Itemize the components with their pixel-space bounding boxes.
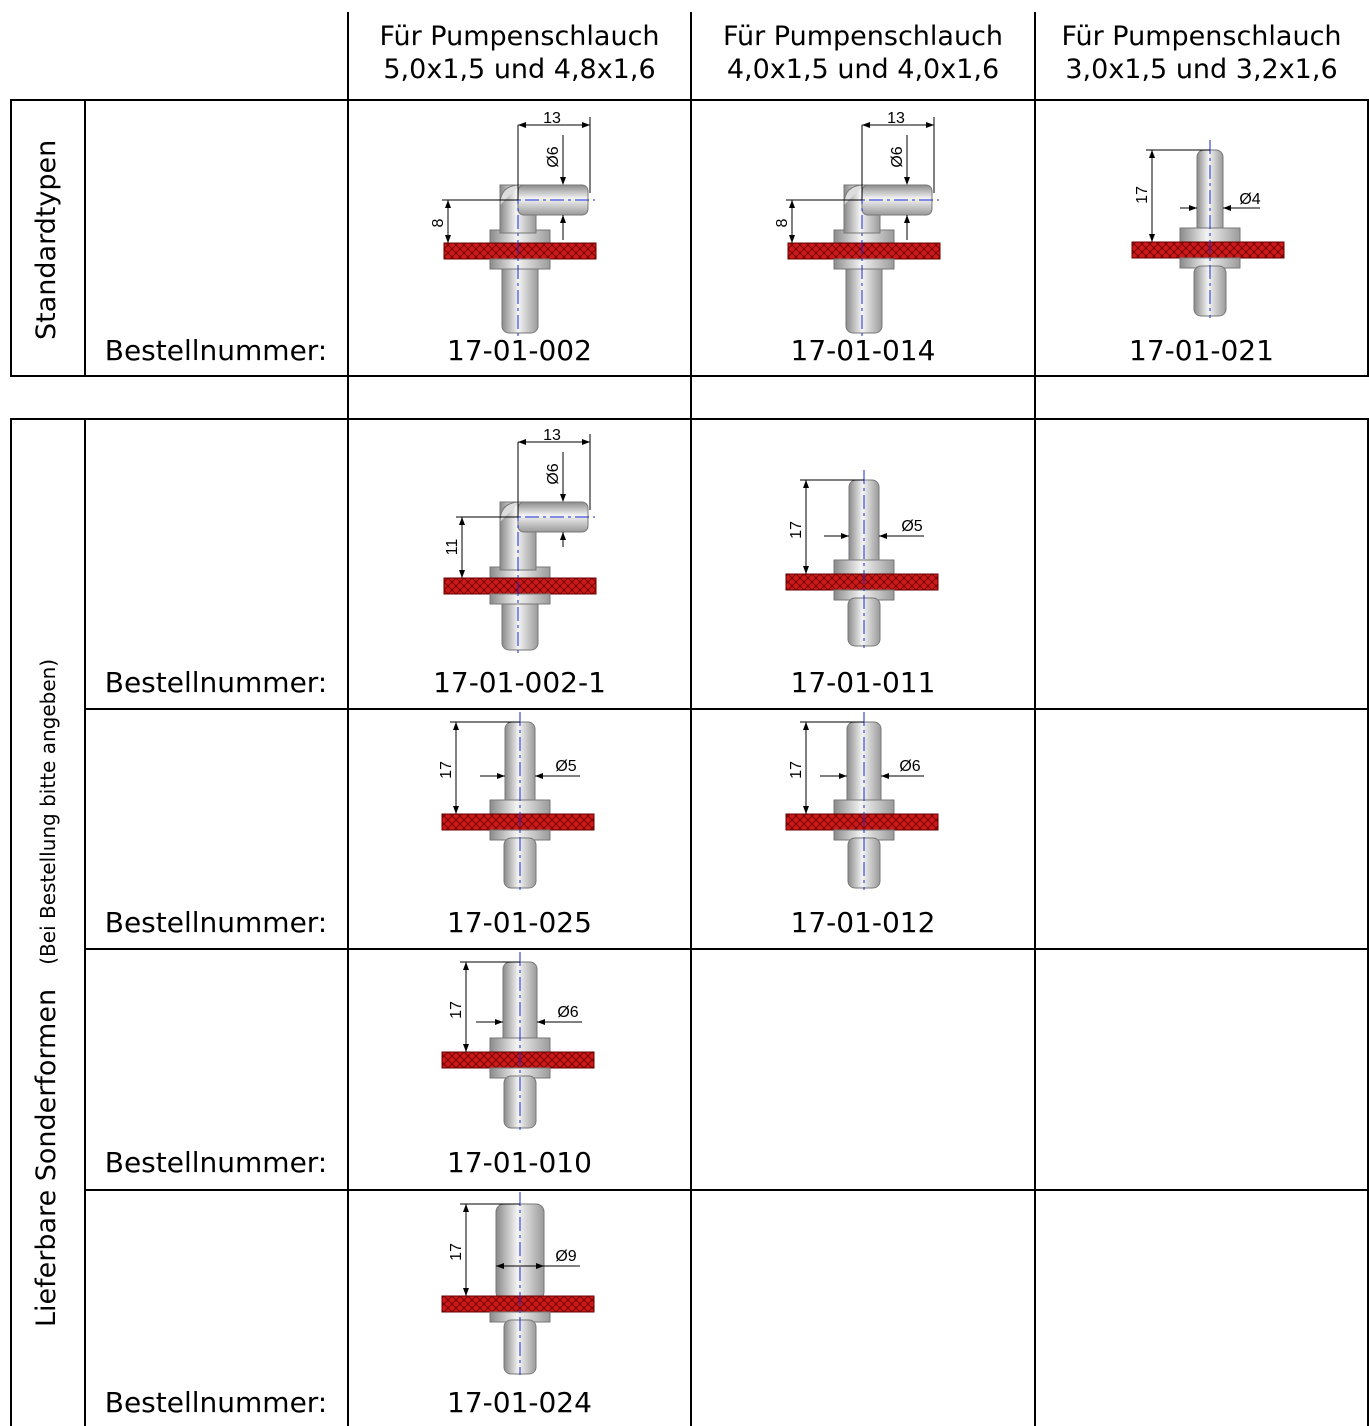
dimension-label: 17 [1134,186,1151,204]
header-line: 5,0x1,5 und 4,8x1,6 [383,54,656,85]
elbow-fitting-drawing: 13 Ø6 8 [430,110,597,337]
dimension-label: Ø6 [557,1004,578,1021]
grid-line [84,100,86,376]
grid-line [690,12,692,1426]
order-label: Bestellnummer: [104,1386,328,1419]
section-title-special-note: (Bei Bestellung bitte angeben) [36,658,60,965]
column-header: Für Pumpenschlauch 3,0x1,5 und 3,2x1,6 [1036,20,1367,86]
header-line: 3,0x1,5 und 3,2x1,6 [1065,54,1338,85]
dimension-label: Ø9 [555,1248,576,1265]
order-label: Bestellnummer: [104,1146,328,1179]
dimension-label: 17 [448,1001,465,1019]
dimension-label: Ø5 [901,518,922,535]
header-line: Für Pumpenschlauch [722,21,1004,52]
grid-line [1367,419,1369,1426]
part-code: 17-01-024 [447,1386,592,1419]
part-code: 17-01-002-1 [433,666,606,699]
section-title-special: Lieferbare Sonderformen (Bei Bestellung … [30,659,67,1327]
column-header: Für Pumpenschlauch 4,0x1,5 und 4,0x1,6 [692,20,1034,86]
part-code: 17-01-025 [447,906,592,939]
dimension-label: 17 [448,1243,465,1261]
column-header: Für Pumpenschlauch 5,0x1,5 und 4,8x1,6 [349,20,690,86]
dimension-label: Ø5 [555,758,576,775]
straight-fitting-drawing: 17 Ø4 [1131,140,1285,318]
section-title-special-main: Lieferbare Sonderformen [31,988,62,1327]
part-code: 17-01-011 [790,666,936,699]
order-label: Bestellnummer: [104,906,328,939]
part-code: 17-01-021 [1129,334,1274,367]
dimension-label: 8 [774,218,791,227]
dimension-label: Ø6 [545,146,562,167]
grid-line [347,12,349,1426]
order-label: Bestellnummer: [104,334,328,367]
part-code: 17-01-014 [790,334,936,367]
grid-line [84,948,1369,950]
header-line: Für Pumpenschlauch [379,21,660,52]
dimension-label: 17 [788,761,805,779]
grid-line [1367,100,1369,376]
dimension-label: 11 [444,539,461,556]
straight-fitting-drawing: 17 Ø5 [438,712,595,890]
section-title-standard: Standardtypen [31,139,62,340]
grid-line [84,708,1369,710]
dimension-label: 8 [430,218,447,227]
straight-fitting-drawing: 17 Ø5 [785,470,939,648]
dimension-label: 13 [543,427,561,444]
grid-line [10,419,12,1426]
grid-line [1034,12,1036,1426]
dimension-label: 17 [438,761,455,779]
grid-line [10,375,1369,377]
elbow-fitting-drawing: 13 Ø6 11 [443,427,597,654]
grid-line [84,1189,1369,1191]
grid-line [10,418,1369,420]
dimension-label: Ø6 [899,758,920,775]
part-code: 17-01-012 [790,906,936,939]
grid-line [10,100,12,376]
elbow-fitting-drawing: 13 Ø6 8 [774,110,941,337]
grid-line [84,419,86,1426]
straight-fitting-drawing: 17 Ø6 [441,952,595,1130]
dimension-label: 17 [788,521,805,539]
straight-fitting-drawing: 17 Ø6 [785,712,939,890]
header-line: Für Pumpenschlauch [1061,21,1342,52]
header-line: 4,0x1,5 und 4,0x1,6 [726,54,1000,85]
dimension-label: Ø6 [545,463,562,484]
dimension-label: 13 [543,110,561,127]
part-code: 17-01-002 [447,334,592,367]
grid-line [10,99,1369,101]
straight-fitting-drawing: 17 Ø9 [441,1192,595,1375]
dimension-label: 13 [887,110,905,127]
part-code: 17-01-010 [447,1146,592,1179]
dimension-label: Ø4 [1239,191,1260,208]
order-label: Bestellnummer: [104,666,328,699]
dimension-label: Ø6 [889,146,906,167]
